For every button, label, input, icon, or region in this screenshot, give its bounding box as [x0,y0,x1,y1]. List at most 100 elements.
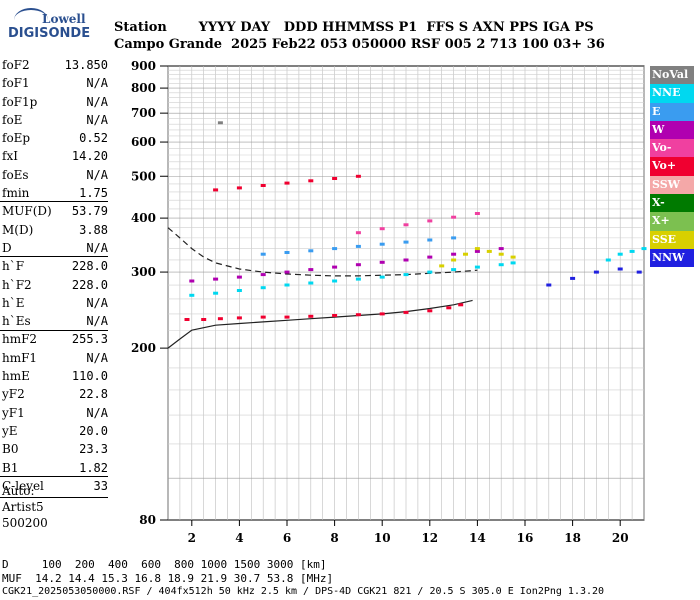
echo-point [332,177,338,180]
param-label: B0 [2,442,19,457]
param-value: 22.8 [79,387,108,402]
echo-point [474,265,480,269]
logo-arc [14,8,48,32]
profile-dashed-line [167,227,478,277]
param-value: 1.82 [79,460,108,475]
echo-point [332,265,338,269]
echo-point [446,306,452,310]
param-value: 255.3 [71,332,108,347]
echo-point [379,312,385,316]
scaled-parameters: foF2 13.850 foF1 N/A foF1p N/A foE N/A foEp 0.52 f… [0,56,110,499]
echo-point [284,315,290,319]
x-tick-label: 2 [188,531,196,545]
footer-distance-row: D 100 200 400 600 800 1000 1500 3000 [km… [2,558,327,571]
param-row: fxI 14.20 [0,147,110,165]
param-label: yF1 [2,405,25,420]
param-value: 14.20 [71,149,108,164]
echo-point [355,174,361,178]
echo-point [379,227,385,231]
echo-point [260,315,266,319]
echo-point [498,252,504,256]
echo-point [427,238,433,242]
param-label: M(D) [2,222,34,237]
echo-point [474,212,480,215]
echo-point [308,268,314,272]
echo-point [593,270,599,274]
echo-point [498,263,504,267]
legend-item: NoVal [650,66,694,85]
param-row: yE 20.0 [0,422,110,440]
echo-point [427,255,433,259]
echo-point [379,275,385,279]
echo-point [379,260,385,264]
echo-point [498,247,504,251]
echo-point [284,283,290,287]
echo-point [510,255,516,259]
echo-point [427,270,433,274]
echo-point [201,318,207,321]
param-separator [0,475,108,477]
param-value: 110.0 [71,369,108,384]
echo-point [403,258,409,262]
param-label: h`F [2,259,25,274]
param-label: foF1 [2,76,30,91]
legend-item: SSW [650,175,694,195]
x-tick-label: 6 [283,531,291,545]
param-value: N/A [86,350,108,365]
echo-point [355,277,361,281]
echo-point [184,318,190,321]
x-tick-label: 8 [330,531,338,545]
param-separator [0,329,108,331]
param-label: h`Es [2,314,31,329]
footer-muf-row: MUF 14.2 14.4 15.3 16.8 18.9 21.9 30.7 5… [2,572,334,585]
x-tick-label: 12 [421,531,438,545]
param-label: MUF(D) [2,204,52,219]
param-row: foF2 13.850 [0,56,110,74]
param-row: fmin 1.75 [0,184,110,202]
echo-point [355,231,361,235]
legend-item: NNW [650,248,694,268]
x-tick-label: 18 [564,531,581,545]
echo-point [474,247,480,251]
param-row: h`F2 228.0 [0,276,110,294]
echo-point [236,275,242,279]
param-value: N/A [86,76,108,91]
param-label: C-level [2,478,44,493]
echo-point [332,279,338,283]
echo-point [236,316,242,320]
echo-point [636,270,642,274]
echo-point [486,249,492,253]
param-value: 20.0 [79,423,108,438]
echo-point [463,252,468,256]
echo-point [260,184,266,187]
echo-point [474,249,480,253]
echo-point [451,252,457,256]
echo-point [189,279,195,283]
echo-point [260,252,266,256]
param-row: foE N/A [0,111,110,129]
param-row: foF1p N/A [0,93,110,111]
echo-point [308,281,314,285]
legend-item: NNE [650,84,694,103]
param-value: 228.0 [71,259,108,274]
auto-label: Auto: [2,484,35,498]
param-value: N/A [86,167,108,182]
x-tick-label: 14 [469,531,486,545]
param-label: foF1p [2,94,38,109]
echo-point [451,236,457,240]
y-tick-label: 200 [131,341,156,355]
legend-item: SSE [650,230,694,249]
echo-point [510,261,516,265]
param-row: foF1 N/A [0,74,110,92]
logo-digisonde: DIGISONDE [8,26,91,41]
echo-point [308,314,314,318]
param-label: fmin [2,186,30,201]
footer-file-info: CGK21_2025053050000.RSF / 404fx512h 50 k… [2,586,605,597]
echo-point [332,314,338,317]
param-value: 23.3 [79,442,108,457]
echo-point [605,258,611,262]
param-row: B1 1.82 [0,459,110,477]
legend-item: E [650,102,694,121]
param-label: yF2 [2,387,25,402]
